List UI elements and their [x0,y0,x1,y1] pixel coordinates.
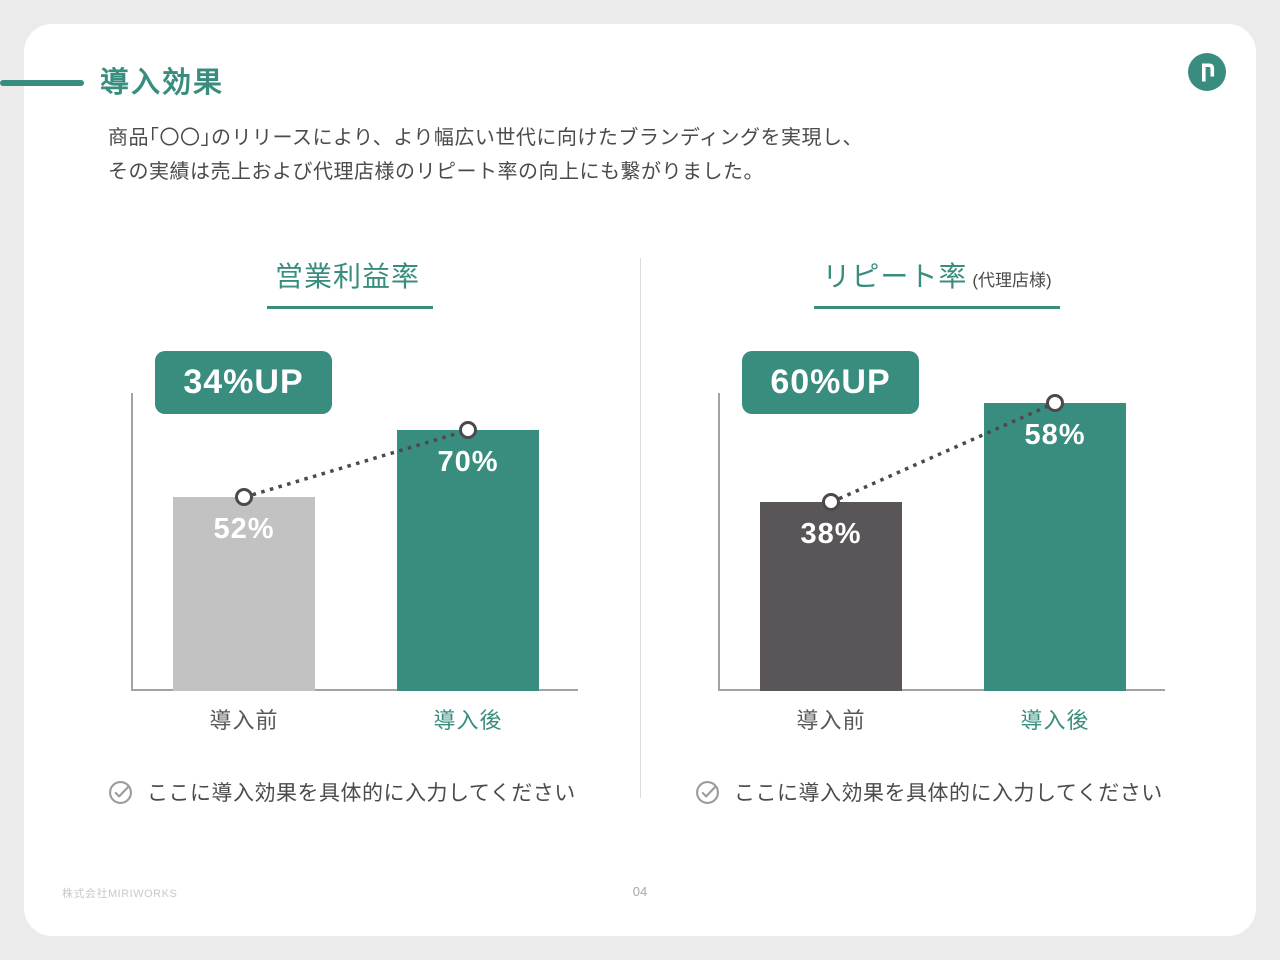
note-row: ここに導入効果を具体的に入力してください [108,777,576,807]
bar-value-after: 70% [437,446,499,479]
bar-value-after: 58% [1024,418,1086,451]
bar-chart: 52% 70% 導入前 導入後 [131,393,578,733]
chart-title: リピート率 (代理店様) [814,255,1060,309]
point-marker-after [1046,393,1064,412]
trend-line [830,401,1056,504]
chart-section-operating-profit: 営業利益率 34%UP 52% 70% 導入前 導入後 ここに導入効果を具体的に… [100,255,600,835]
chart-section-repeat-rate: リピート率 (代理店様) 60%UP 38% 58% 導入前 導入後 ここに導入効… [687,255,1187,835]
chart-title: 営業利益率 [266,255,433,309]
bar-chart: 38% 58% 導入前 導入後 [718,393,1165,733]
page-number: 04 [632,884,648,899]
lead-line-2: その実績は売上および代理店様のリピート率の向上にも繋がりました。 [108,161,764,183]
check-circle-icon [109,780,132,804]
note-text: ここに導入効果を具体的に入力してください [147,782,576,805]
point-marker-before [822,493,840,512]
bar-value-before: 38% [800,518,862,551]
uplift-badge: 60%UP [742,351,919,414]
category-label-before: 導入前 [796,708,866,733]
page-title: 導入効果 [100,67,225,99]
bar-after: 58% [984,402,1126,691]
lead-line-1: 商品｢〇〇｣のリリースにより、より幅広い世代に向けたブランディングを実現し、 [108,127,863,149]
point-marker-before [235,488,253,507]
category-label-after: 導入後 [433,708,503,733]
lead-paragraph: 商品｢〇〇｣のリリースにより、より幅広い世代に向けたブランディングを実現し、 そ… [108,121,863,189]
chart-title-main: 営業利益率 [274,261,420,292]
uplift-badge: 34%UP [155,351,332,414]
bar-after: 70% [397,430,539,691]
note-text: ここに導入効果を具体的に入力してください [734,782,1163,805]
miriworks-logo-icon [1188,53,1226,91]
title-accent-line [0,80,84,86]
bar-before: 52% [173,497,315,691]
bar-value-before: 52% [213,513,275,546]
chart-title-note: (代理店様) [972,271,1052,290]
check-circle-icon [696,780,719,804]
trend-line [243,428,469,499]
bar-before: 38% [760,502,902,691]
vertical-divider [640,258,641,798]
point-marker-after [459,421,477,440]
category-label-after: 導入後 [1020,708,1090,733]
chart-title-main: リピート率 [822,261,968,292]
footer-company: 株式会社MIRIWORKS [62,888,178,900]
note-row: ここに導入効果を具体的に入力してください [695,777,1163,807]
category-label-before: 導入前 [209,708,279,733]
